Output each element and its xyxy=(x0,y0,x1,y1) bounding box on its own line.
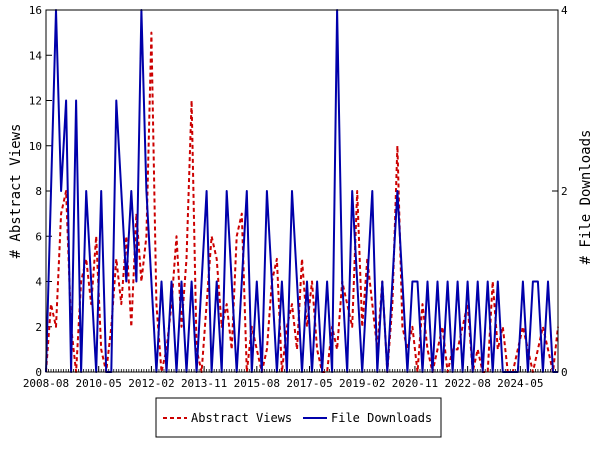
x-tick-label: 2008-08 xyxy=(23,377,69,390)
legend-box xyxy=(155,397,442,438)
x-tick-label: 2013-11 xyxy=(181,377,227,390)
x-tick-label: 2015-08 xyxy=(234,377,280,390)
plot-frame xyxy=(45,9,559,373)
y-tick-label: 2 xyxy=(35,321,42,334)
y-tick-label: 12 xyxy=(29,95,42,108)
y-axis-title: # Abstract Views xyxy=(8,124,24,259)
right-axis-ticks: 0 2 4 xyxy=(552,4,568,379)
y2-axis-title: # File Downloads xyxy=(578,130,594,265)
x-tick-label: 2024-05 xyxy=(497,377,543,390)
x-tick-label: 2010-05 xyxy=(76,377,122,390)
legend: Abstract Views File Downloads xyxy=(155,397,442,438)
y-tick-label: 0 xyxy=(35,366,42,379)
x-axis-ticks: 2008-08 2010-05 2012-02 2013-11 2015-08 2017-… xyxy=(23,366,559,390)
legend-label-abstract-views: Abstract Views xyxy=(191,411,292,425)
x-tick-label: 2019-02 xyxy=(339,377,385,390)
x-tick-label: 2022-08 xyxy=(444,377,490,390)
x-tick-label: 2012-02 xyxy=(128,377,174,390)
plot-lines xyxy=(45,9,559,373)
x-tick-label: 2017-05 xyxy=(286,377,332,390)
y-tick-label: 14 xyxy=(29,49,43,62)
y2-tick-label: 0 xyxy=(561,366,568,379)
y-tick-label: 6 xyxy=(35,230,42,243)
y-tick-label: 10 xyxy=(29,140,42,153)
y-tick-label: 4 xyxy=(35,276,42,289)
y2-tick-label: 4 xyxy=(561,4,568,17)
y-tick-label: 16 xyxy=(29,4,42,17)
series-line-file-downloads xyxy=(45,9,558,373)
x-tick-label: 2020-11 xyxy=(392,377,438,390)
y-tick-label: 8 xyxy=(35,185,42,198)
legend-label-file-downloads: File Downloads xyxy=(331,411,432,425)
left-axis-ticks: 0 2 4 6 8 10 12 14 16 xyxy=(29,4,52,379)
y2-tick-label: 2 xyxy=(561,185,568,198)
